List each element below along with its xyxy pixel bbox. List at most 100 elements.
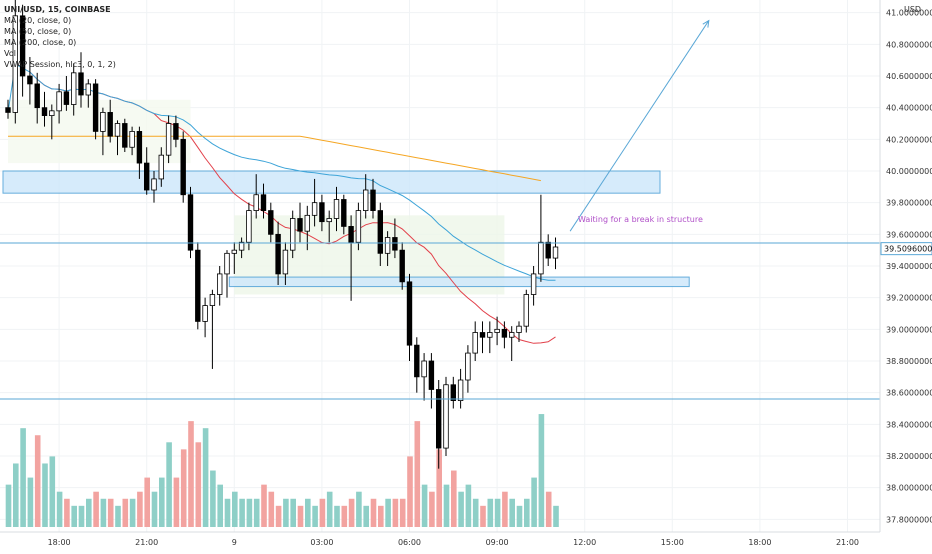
volume-bar	[107, 498, 114, 527]
x-tick-label: 03:00	[310, 538, 333, 547]
volume-bar	[195, 442, 202, 527]
candle-body	[238, 241, 245, 251]
volume-bar	[239, 498, 245, 527]
candle-body	[202, 305, 208, 322]
candle-body	[552, 246, 559, 259]
candle-body	[311, 202, 318, 216]
legend-ma20[interactable]: MA (20, close, 0)	[4, 16, 72, 25]
candle-body	[41, 107, 48, 116]
candle-body	[487, 332, 493, 338]
volume-bar	[93, 491, 99, 527]
volume-bar	[524, 498, 530, 527]
current-price-badge	[880, 242, 932, 256]
candle-body	[260, 194, 267, 211]
volume-bar	[326, 491, 333, 527]
candle-body	[384, 237, 391, 254]
volume-bar	[253, 498, 260, 527]
candle-body	[187, 194, 194, 251]
annotation-layer: Waiting for a break in structure	[569, 19, 710, 232]
y-tick-label: 39.40000000	[886, 262, 932, 271]
candle-body	[355, 210, 362, 243]
candle-body	[100, 112, 106, 132]
volume-bar	[334, 505, 340, 527]
currency-label: USD	[904, 5, 921, 14]
volume-bar	[392, 498, 399, 527]
candle-body	[195, 249, 201, 322]
volume-bar	[341, 505, 348, 527]
candle-body	[508, 332, 515, 338]
volume-bar	[465, 484, 472, 527]
y-tick-label: 38.00000000	[886, 484, 932, 493]
volume-bar	[472, 498, 479, 527]
candle-body	[56, 91, 62, 112]
y-tick-label: 40.80000000	[886, 40, 932, 49]
volume-bar	[13, 463, 19, 527]
candle-body	[428, 360, 435, 390]
y-tick-label: 41.00000000	[886, 9, 932, 18]
candle-body	[246, 210, 252, 243]
candle-body	[78, 72, 84, 96]
candle-body	[34, 83, 40, 109]
candle-body	[165, 123, 172, 156]
candle-body	[63, 91, 70, 105]
candle-body	[19, 15, 26, 77]
candle-body	[501, 328, 508, 338]
x-tick-label: 18:00	[48, 538, 71, 547]
legend-vol[interactable]: Vol	[4, 49, 16, 58]
legend-ma200[interactable]: MA (200, close, 0)	[4, 38, 77, 47]
volume-bar	[56, 491, 63, 527]
x-tick-label: 21:00	[135, 538, 158, 547]
candle-body	[27, 75, 33, 85]
volume-bar	[261, 484, 267, 527]
x-tick-label: 21:00	[836, 538, 859, 547]
volume-bar	[129, 498, 136, 527]
candle-body	[151, 178, 157, 191]
candle-body	[85, 83, 91, 96]
candle-body	[253, 194, 259, 211]
current-price-label: 39.50960000	[884, 245, 932, 254]
candle-body	[319, 202, 325, 223]
volume-bar	[71, 505, 77, 527]
y-tick-label: 38.60000000	[886, 389, 932, 398]
candle-body	[136, 131, 143, 164]
legend-symbol[interactable]: UNI/USD, 15, COINBASE	[4, 5, 111, 14]
candle-body	[282, 249, 289, 275]
candle-body	[377, 210, 383, 254]
legend-ma50[interactable]: MA (50, close, 0)	[4, 27, 72, 36]
candle-body	[173, 123, 179, 140]
candle-body	[224, 252, 230, 275]
volume-bar	[42, 463, 48, 527]
x-tick-label: 09:00	[486, 538, 509, 547]
volume-bar	[487, 498, 494, 527]
zone-box	[2, 170, 661, 194]
y-tick-label: 39.60000000	[886, 230, 932, 239]
volume-bar	[305, 498, 311, 527]
y-tick-label: 40.00000000	[886, 167, 932, 176]
volume-bar	[180, 449, 187, 527]
volume-bar	[283, 498, 289, 527]
x-tick-label: 06:00	[398, 538, 421, 547]
ma200-line	[8, 135, 541, 182]
x-tick-label: 18:00	[748, 538, 771, 547]
candle-body	[494, 328, 500, 333]
volume-layer	[5, 414, 559, 527]
candle-body	[341, 199, 347, 227]
candle-body	[71, 72, 77, 105]
candle-body	[421, 360, 427, 378]
candle-body	[275, 233, 281, 275]
candle-body	[122, 123, 128, 148]
candle-layer	[5, 0, 559, 469]
legend-vwap[interactable]: VWAP Session, hlc3, 0, 1, 2)	[4, 60, 116, 69]
volume-bar	[502, 491, 508, 527]
candle-body	[216, 273, 223, 295]
volume-bar	[385, 498, 391, 527]
volume-bar	[86, 498, 92, 527]
volume-bar	[458, 491, 464, 527]
candle-body	[326, 218, 332, 223]
volume-bar	[399, 498, 406, 527]
candle-body	[362, 189, 369, 211]
volume-bar	[516, 505, 523, 527]
